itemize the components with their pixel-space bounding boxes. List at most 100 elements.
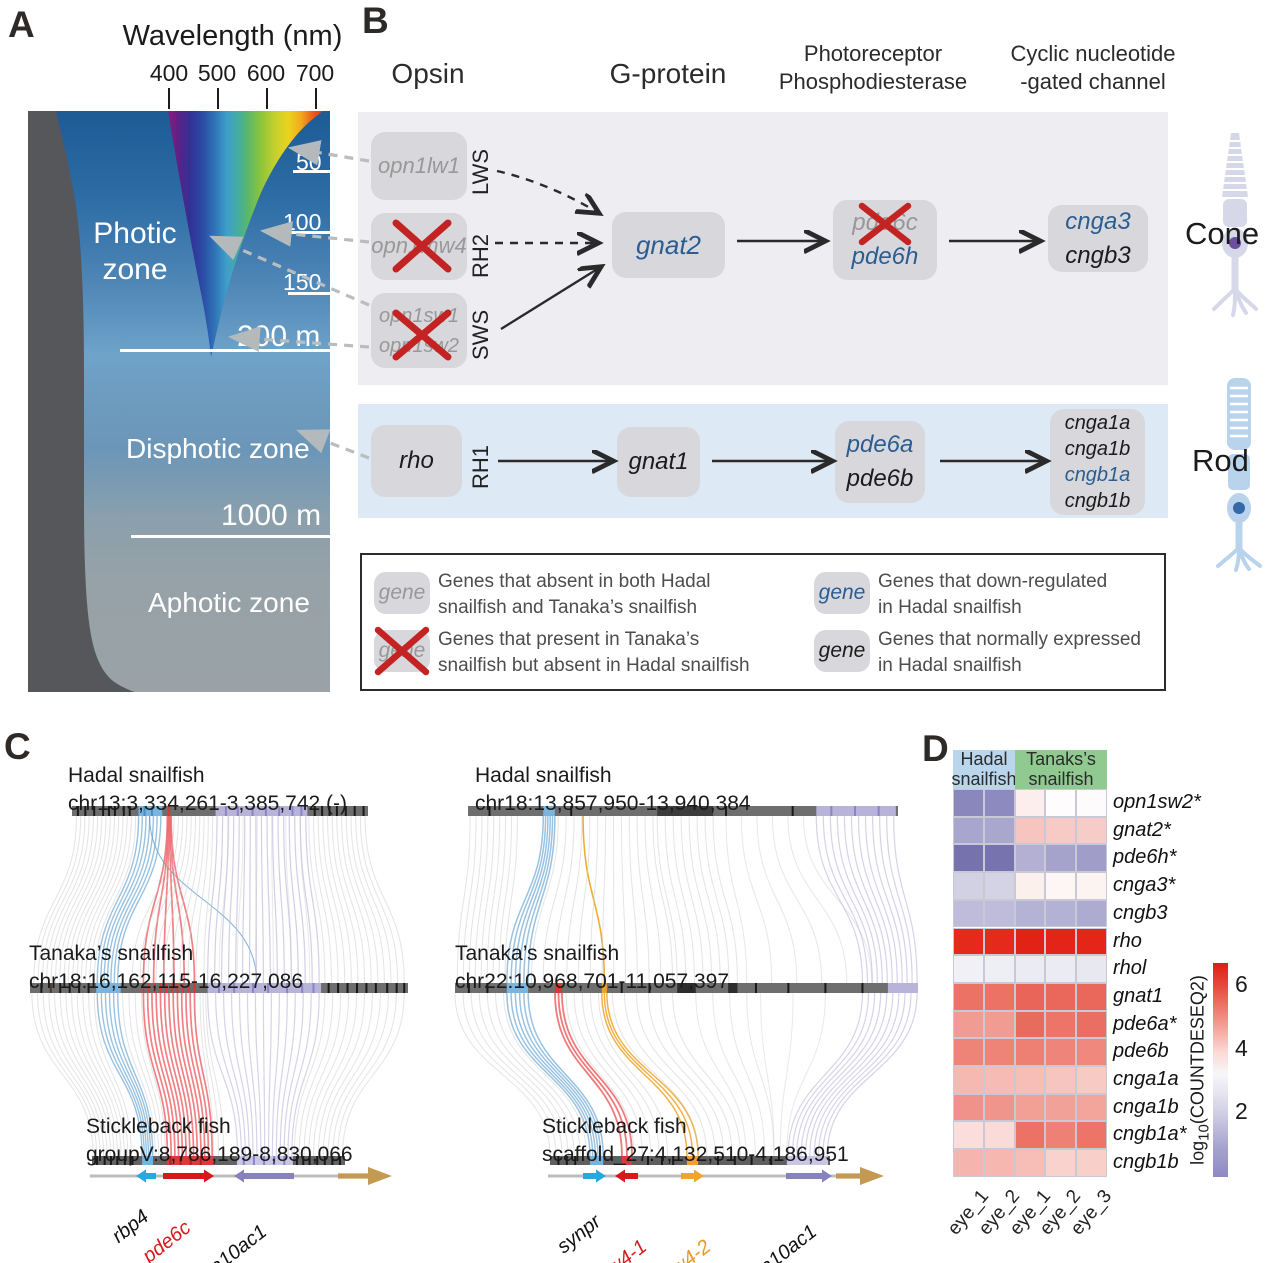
wavelength-tickmark <box>168 88 170 109</box>
gene-arrow-scaffold-end <box>338 1167 392 1185</box>
colorbar-tick-6: 6 <box>1235 971 1248 997</box>
gene-box-cnga3-cngb3: cnga3 cngb3 <box>1048 205 1148 272</box>
heatmap-cell <box>1045 955 1077 983</box>
species-range: chr22:10,968,701-11,057,397 <box>455 969 730 993</box>
synteny-ribbon <box>454 992 551 1157</box>
heatmap-cell <box>1014 1149 1046 1177</box>
gene-box-opn1sw: opn1sw1 opn1sw2 <box>371 293 467 368</box>
legend-chip-downregulated: gene <box>814 572 870 614</box>
gene-arrow-pde6c <box>163 1169 214 1183</box>
synteny-ribbon <box>305 815 320 984</box>
chromosome-segment <box>887 983 918 993</box>
heatmap-cell <box>983 816 1015 845</box>
heatmap-group-hadal: Hadal snailfish <box>951 749 1017 789</box>
synteny-ribbon <box>350 815 385 984</box>
heatmap-row-label: pde6b <box>1113 1040 1169 1063</box>
wavelength-tick-600: 600 <box>246 60 286 86</box>
heatmap-cell <box>1076 1121 1107 1150</box>
panel-d-label: D <box>922 728 949 769</box>
synteny-ribbon <box>756 815 798 984</box>
chromosome-tick <box>861 983 864 993</box>
heatmap-cell <box>1045 1038 1077 1066</box>
heatmap-cell <box>983 1093 1015 1122</box>
heatmap-cell <box>953 1121 984 1150</box>
heatmap-row-label: cnga1a <box>1113 1068 1179 1090</box>
heatmap-cell <box>983 1066 1015 1094</box>
panel-a-label: A <box>8 4 35 45</box>
synteny-ribbon <box>843 815 883 984</box>
synteny-ribbon <box>359 815 399 984</box>
synteny-ribbon <box>322 815 346 984</box>
chromosome-tick <box>353 806 356 816</box>
synteny-ribbon <box>341 815 372 984</box>
legend-text-normal: Genes that normally expressed in Hadal s… <box>878 629 1141 676</box>
header-cng-channel: Cyclic nucleotide -gated channel <box>1010 41 1176 94</box>
heatmap-cell <box>953 872 984 900</box>
heatmap-row-label: rhol <box>1113 957 1147 980</box>
heatmap-row-label: cngb1a* <box>1113 1123 1187 1146</box>
heatmap-cell <box>1014 1066 1046 1094</box>
heatmap-cell <box>983 844 1015 873</box>
synteny-ribbon <box>725 815 748 984</box>
gene-box-gnat2: gnat2 <box>612 212 725 278</box>
heatmap-row-label: cngb3 <box>1113 901 1168 924</box>
heatmap-cell <box>1076 1093 1107 1122</box>
chromosome-tick <box>403 983 406 993</box>
synteny-ribbon <box>740 815 773 984</box>
synteny-ribbon <box>345 815 379 984</box>
heatmap-cell <box>1045 844 1077 873</box>
gene-arrow-scaffold-end <box>836 1167 884 1185</box>
receptor-label-lws: LWS <box>468 148 493 195</box>
heatmap-cell <box>953 816 984 845</box>
species-block-stickleback-2: Stickleback fish scaffold_27:4,132,510-4… <box>542 1113 849 1168</box>
heatmap-cell <box>953 1066 984 1094</box>
gene-box-pde6a-pde6b: pde6a pde6b <box>835 421 925 503</box>
gene-box-opn1mw4: opn1mw4 <box>371 213 467 280</box>
synteny-ribbon <box>857 815 893 984</box>
wavelength-tickmark <box>217 88 219 109</box>
chromosome-segment <box>728 983 738 993</box>
gene-legend-box: gene Genes that absent in both Hadal sna… <box>360 553 1166 691</box>
gene-label: rbp4 <box>108 1206 153 1248</box>
heatmap-cell <box>1014 982 1046 1011</box>
gene-arrow-fra10ac1 <box>786 1169 832 1183</box>
gene-label: synpr <box>553 1210 606 1258</box>
chromosome-tick <box>362 806 365 816</box>
heatmap-cell <box>953 844 984 873</box>
species-name: Stickleback fish <box>542 1115 687 1138</box>
heatmap-cell <box>1014 816 1046 845</box>
legend-chip-normal: gene <box>814 630 870 672</box>
gene-arrow-rbp4 <box>136 1169 156 1183</box>
gene-label: opn1mw4-2 <box>619 1236 715 1263</box>
gene-box-rho: rho <box>371 425 462 497</box>
gene-arrow-opn1mw4-1 <box>615 1169 638 1183</box>
heatmap-cell <box>1045 1066 1077 1094</box>
heatmap-row-label: gnat1 <box>1113 984 1164 1007</box>
species-range: chr18:13,857,950-13,940,384 <box>475 791 751 815</box>
chromosome-tick <box>337 983 340 993</box>
chromosome-tick <box>327 983 330 993</box>
heatmap-cell <box>983 1038 1015 1066</box>
chromosome-segment <box>816 806 896 816</box>
heatmap-cell <box>953 955 984 983</box>
synteny-ribbon <box>871 815 903 984</box>
heatmap-cell <box>1076 1038 1107 1066</box>
synteny-ribbon <box>327 815 352 984</box>
species-name: Hadal snailfish <box>475 764 612 787</box>
heatmap-row-label: gnat2* <box>1113 818 1171 841</box>
synteny-ribbon <box>317 815 339 984</box>
chromosome-tick <box>386 983 389 993</box>
species-range: scaffold_27:4,132,510-4,186,951 <box>542 1142 849 1166</box>
legend-text-absent-both: Genes that absent in both Hadal snailfis… <box>438 571 711 618</box>
chromosome-tick <box>787 983 790 993</box>
synteny-ribbon <box>336 815 366 984</box>
heatmap-cell <box>1045 982 1077 1011</box>
heatmap-row-label: pde6h* <box>1113 846 1177 869</box>
heatmap-cell <box>1045 1093 1077 1122</box>
legend-chip-absent-hadal: gene <box>374 630 430 672</box>
synteny-ribbon <box>312 815 332 984</box>
synteny-ribbon <box>850 815 888 984</box>
heatmap-cell <box>983 1149 1015 1177</box>
heatmap-cell <box>1014 1038 1046 1066</box>
